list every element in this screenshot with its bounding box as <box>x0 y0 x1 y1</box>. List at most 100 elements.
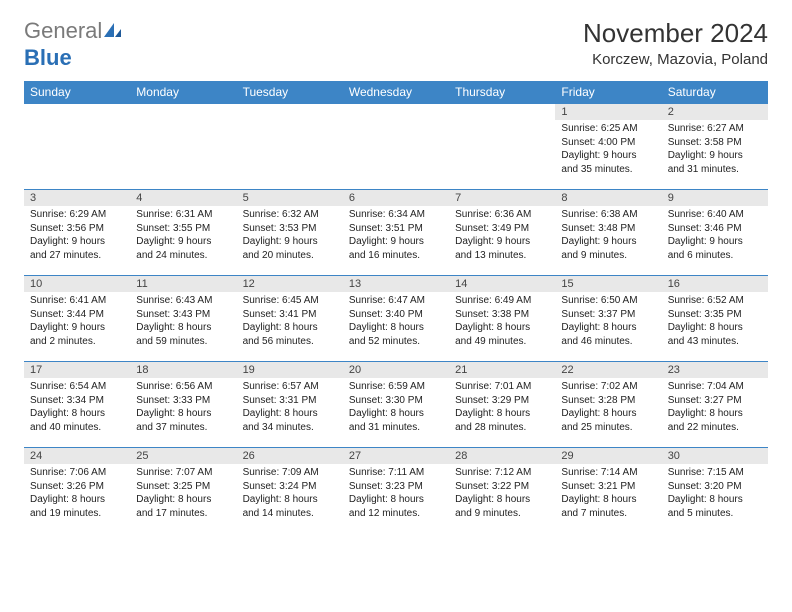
sunrise-text: Sunrise: 7:12 AM <box>455 466 549 480</box>
day-number: 15 <box>555 276 661 292</box>
calendar-cell: 29Sunrise: 7:14 AMSunset: 3:21 PMDayligh… <box>555 448 661 534</box>
day-data: Sunrise: 7:12 AMSunset: 3:22 PMDaylight:… <box>449 464 555 524</box>
calendar-cell: 20Sunrise: 6:59 AMSunset: 3:30 PMDayligh… <box>343 362 449 448</box>
sunset-text: Sunset: 3:38 PM <box>455 308 549 322</box>
day-data: Sunrise: 6:49 AMSunset: 3:38 PMDaylight:… <box>449 292 555 352</box>
daylight-text: Daylight: 8 hours and 22 minutes. <box>668 407 762 434</box>
header: General Blue November 2024 Korczew, Mazo… <box>24 18 768 71</box>
calendar-cell: 4 Sunrise: 6:31 AMSunset: 3:55 PMDaylight… <box>130 190 236 276</box>
calendar-cell: . <box>237 104 343 190</box>
day-data: Sunrise: 6:43 AMSunset: 3:43 PMDaylight:… <box>130 292 236 352</box>
calendar-cell: 6Sunrise: 6:34 AMSunset: 3:51 PMDaylight… <box>343 190 449 276</box>
calendar-week: .....1Sunrise: 6:25 AMSunset: 4:00 PMDay… <box>24 104 768 190</box>
sunrise-text: Sunrise: 7:11 AM <box>349 466 443 480</box>
day-data: Sunrise: 6:54 AMSunset: 3:34 PMDaylight:… <box>24 378 130 438</box>
calendar-week: 24Sunrise: 7:06 AMSunset: 3:26 PMDayligh… <box>24 448 768 534</box>
calendar-cell: 7Sunrise: 6:36 AMSunset: 3:49 PMDaylight… <box>449 190 555 276</box>
brand-word1: General <box>24 18 102 43</box>
logo-sail-icon <box>102 19 122 45</box>
weekday-header: Sunday <box>24 81 130 104</box>
calendar-cell: 9Sunrise: 6:40 AMSunset: 3:46 PMDaylight… <box>662 190 768 276</box>
day-number: 28 <box>449 448 555 464</box>
day-number: 21 <box>449 362 555 378</box>
brand-word2: Blue <box>24 45 72 70</box>
day-number: 11 <box>130 276 236 292</box>
weekday-header: Thursday <box>449 81 555 104</box>
day-number: 14 <box>449 276 555 292</box>
day-number: 4 <box>130 190 236 206</box>
sunrise-text: Sunrise: 6:38 AM <box>561 208 655 222</box>
calendar-week: 3Sunrise: 6:29 AMSunset: 3:56 PMDaylight… <box>24 190 768 276</box>
sunset-text: Sunset: 3:53 PM <box>243 222 337 236</box>
calendar-cell: . <box>449 104 555 190</box>
sunset-text: Sunset: 3:55 PM <box>136 222 230 236</box>
sunrise-text: Sunrise: 6:31 AM <box>136 208 230 222</box>
sunrise-text: Sunrise: 6:45 AM <box>243 294 337 308</box>
day-number: 20 <box>343 362 449 378</box>
sunset-text: Sunset: 3:58 PM <box>668 136 762 150</box>
sunset-text: Sunset: 3:28 PM <box>561 394 655 408</box>
sunset-text: Sunset: 3:23 PM <box>349 480 443 494</box>
sunrise-text: Sunrise: 7:02 AM <box>561 380 655 394</box>
calendar-cell: 10Sunrise: 6:41 AMSunset: 3:44 PMDayligh… <box>24 276 130 362</box>
sunset-text: Sunset: 3:22 PM <box>455 480 549 494</box>
calendar-cell: 28Sunrise: 7:12 AMSunset: 3:22 PMDayligh… <box>449 448 555 534</box>
day-data: Sunrise: 6:40 AMSunset: 3:46 PMDaylight:… <box>662 206 768 266</box>
daylight-text: Daylight: 9 hours and 6 minutes. <box>668 235 762 262</box>
day-data: Sunrise: 6:45 AMSunset: 3:41 PMDaylight:… <box>237 292 343 352</box>
day-data: Sunrise: 7:02 AMSunset: 3:28 PMDaylight:… <box>555 378 661 438</box>
weekday-header: Wednesday <box>343 81 449 104</box>
daylight-text: Daylight: 8 hours and 7 minutes. <box>561 493 655 520</box>
sunrise-text: Sunrise: 7:09 AM <box>243 466 337 480</box>
sunrise-text: Sunrise: 6:54 AM <box>30 380 124 394</box>
sunrise-text: Sunrise: 6:29 AM <box>30 208 124 222</box>
daylight-text: Daylight: 8 hours and 9 minutes. <box>455 493 549 520</box>
sunset-text: Sunset: 3:51 PM <box>349 222 443 236</box>
day-number: 3 <box>24 190 130 206</box>
calendar-cell: 13Sunrise: 6:47 AMSunset: 3:40 PMDayligh… <box>343 276 449 362</box>
sunrise-text: Sunrise: 6:25 AM <box>561 122 655 136</box>
sunrise-text: Sunrise: 7:14 AM <box>561 466 655 480</box>
day-data: Sunrise: 7:06 AMSunset: 3:26 PMDaylight:… <box>24 464 130 524</box>
calendar-cell: 3Sunrise: 6:29 AMSunset: 3:56 PMDaylight… <box>24 190 130 276</box>
sunset-text: Sunset: 3:40 PM <box>349 308 443 322</box>
calendar: SundayMondayTuesdayWednesdayThursdayFrid… <box>24 81 768 534</box>
daylight-text: Daylight: 8 hours and 12 minutes. <box>349 493 443 520</box>
sunset-text: Sunset: 3:25 PM <box>136 480 230 494</box>
day-data: Sunrise: 7:07 AMSunset: 3:25 PMDaylight:… <box>130 464 236 524</box>
daylight-text: Daylight: 8 hours and 40 minutes. <box>30 407 124 434</box>
daylight-text: Daylight: 8 hours and 56 minutes. <box>243 321 337 348</box>
sunrise-text: Sunrise: 7:06 AM <box>30 466 124 480</box>
daylight-text: Daylight: 8 hours and 14 minutes. <box>243 493 337 520</box>
daylight-text: Daylight: 9 hours and 24 minutes. <box>136 235 230 262</box>
daylight-text: Daylight: 8 hours and 37 minutes. <box>136 407 230 434</box>
day-data: Sunrise: 6:29 AMSunset: 3:56 PMDaylight:… <box>24 206 130 266</box>
day-number: 9 <box>662 190 768 206</box>
sunrise-text: Sunrise: 6:34 AM <box>349 208 443 222</box>
calendar-header-row: SundayMondayTuesdayWednesdayThursdayFrid… <box>24 81 768 104</box>
daylight-text: Daylight: 8 hours and 52 minutes. <box>349 321 443 348</box>
calendar-cell: . <box>343 104 449 190</box>
day-data: Sunrise: 6:59 AMSunset: 3:30 PMDaylight:… <box>343 378 449 438</box>
sunset-text: Sunset: 3:26 PM <box>30 480 124 494</box>
sunrise-text: Sunrise: 7:15 AM <box>668 466 762 480</box>
calendar-cell: 18Sunrise: 6:56 AMSunset: 3:33 PMDayligh… <box>130 362 236 448</box>
daylight-text: Daylight: 9 hours and 16 minutes. <box>349 235 443 262</box>
day-data: Sunrise: 7:09 AMSunset: 3:24 PMDaylight:… <box>237 464 343 524</box>
day-number: 8 <box>555 190 661 206</box>
day-number: 13 <box>343 276 449 292</box>
day-data: Sunrise: 6:36 AMSunset: 3:49 PMDaylight:… <box>449 206 555 266</box>
sunrise-text: Sunrise: 6:56 AM <box>136 380 230 394</box>
day-number: 5 <box>237 190 343 206</box>
calendar-cell: 24Sunrise: 7:06 AMSunset: 3:26 PMDayligh… <box>24 448 130 534</box>
day-data: Sunrise: 7:01 AMSunset: 3:29 PMDaylight:… <box>449 378 555 438</box>
calendar-week: 10Sunrise: 6:41 AMSunset: 3:44 PMDayligh… <box>24 276 768 362</box>
daylight-text: Daylight: 8 hours and 34 minutes. <box>243 407 337 434</box>
title-block: November 2024 Korczew, Mazovia, Poland <box>583 18 768 68</box>
daylight-text: Daylight: 8 hours and 28 minutes. <box>455 407 549 434</box>
sunrise-text: Sunrise: 6:57 AM <box>243 380 337 394</box>
sunset-text: Sunset: 3:34 PM <box>30 394 124 408</box>
calendar-cell: 19Sunrise: 6:57 AMSunset: 3:31 PMDayligh… <box>237 362 343 448</box>
day-data: Sunrise: 7:11 AMSunset: 3:23 PMDaylight:… <box>343 464 449 524</box>
sunset-text: Sunset: 3:43 PM <box>136 308 230 322</box>
